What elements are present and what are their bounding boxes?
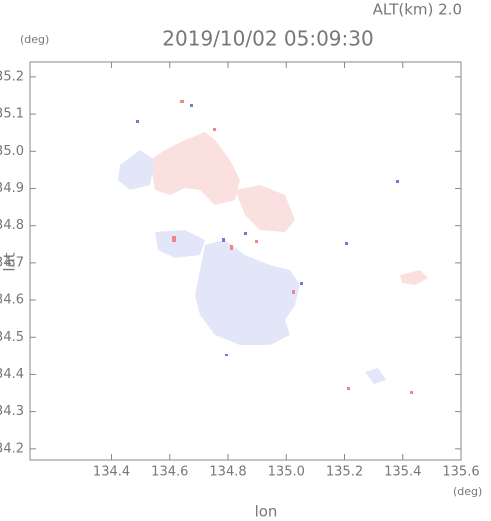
altitude-label: ALT(km) 2.0 xyxy=(373,1,462,19)
x-tick-label: 134.4 xyxy=(93,465,130,480)
x-axis-label: lon xyxy=(255,503,278,521)
x-tick-label: 134.8 xyxy=(209,465,246,480)
y-tick-label: 34.6 xyxy=(0,293,24,308)
x-tick-label: 135.2 xyxy=(326,465,363,480)
y-tick-label: 34.7 xyxy=(0,255,24,270)
x-tick-label: 135.0 xyxy=(268,465,305,480)
echo-field xyxy=(118,100,428,394)
y-axis-label: lat xyxy=(1,252,19,271)
y-tick-label: 34.8 xyxy=(0,218,24,233)
y-tick-label: 34.4 xyxy=(0,367,24,382)
y-tick-label: 34.5 xyxy=(0,330,24,345)
y-tick-label: 35.1 xyxy=(0,107,24,122)
y-tick-label: 34.9 xyxy=(0,181,24,196)
x-tick-label: 134.6 xyxy=(151,465,188,480)
y-tick-label: 35.0 xyxy=(0,144,24,159)
chart-title: 2019/10/02 05:09:30 xyxy=(162,27,373,51)
x-unit: (deg) xyxy=(453,485,482,498)
y-tick-label: 34.3 xyxy=(0,404,24,419)
y-unit: (deg) xyxy=(20,33,49,46)
x-tick-label: 135.6 xyxy=(442,465,479,480)
plot-frame xyxy=(29,61,462,461)
y-tick-label: 34.2 xyxy=(0,441,24,456)
y-tick-label: 35.2 xyxy=(0,69,24,84)
x-tick-label: 135.4 xyxy=(384,465,421,480)
